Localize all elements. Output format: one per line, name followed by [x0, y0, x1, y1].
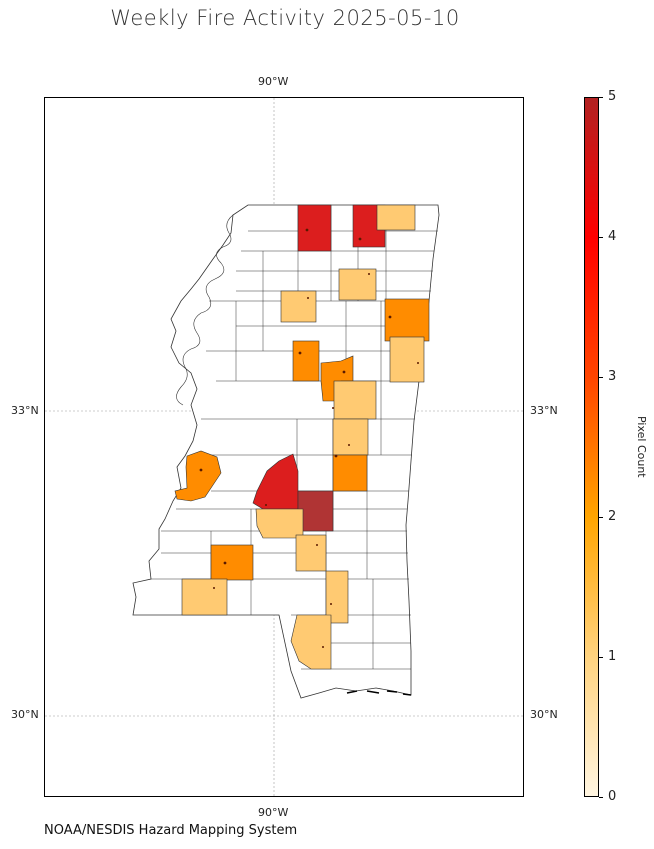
fire-point [298, 351, 302, 355]
fire-point [348, 444, 350, 446]
island [386, 690, 398, 693]
fire-point [307, 297, 309, 299]
county-count-2 [292, 340, 320, 382]
colorbar-label-4: 4 [608, 229, 617, 244]
lat-label-33-left: 33°N [11, 404, 39, 417]
fire-point [223, 561, 227, 565]
colorbar-tick [599, 517, 603, 518]
county-count-1 [376, 204, 416, 231]
colorbar-label-1: 1 [608, 649, 617, 664]
fire-point [199, 468, 203, 472]
fire-point [316, 544, 318, 546]
county-count-4 [252, 453, 299, 510]
state-outline [132, 204, 440, 699]
island [366, 690, 380, 694]
island [402, 693, 412, 696]
county-count-4 [297, 204, 332, 252]
colorbar-label-0: 0 [608, 789, 617, 804]
lat-label-30-right: 30°N [530, 708, 558, 721]
fire-point [342, 370, 346, 374]
lat-label-30-left: 30°N [11, 708, 39, 721]
colorbar [584, 97, 599, 797]
fire-point [368, 273, 370, 275]
county-count-1 [280, 290, 317, 323]
county-count-1 [290, 614, 332, 670]
fire-point [332, 407, 334, 409]
county-count-1 [338, 268, 377, 301]
county-count-1 [389, 336, 425, 383]
colorbar-tick [599, 237, 603, 238]
colorbar-tick [599, 797, 603, 798]
fire-point [358, 237, 362, 241]
source-credit: NOAA/NESDIS Hazard Mapping System [44, 823, 298, 838]
county-count-2 [174, 450, 222, 502]
county-count-1 [332, 418, 369, 456]
lon-label-bottom: 90°W [258, 806, 289, 819]
colorbar-label-2: 2 [608, 509, 617, 524]
island [346, 690, 358, 694]
county-count-1 [181, 578, 228, 616]
colorbar-title: Pixel Count [635, 416, 648, 478]
lon-label-top: 90°W [258, 75, 289, 88]
fire-counties [174, 204, 430, 670]
fire-point [417, 362, 419, 364]
colorbar-tick [599, 657, 603, 658]
river-boundary [176, 214, 234, 406]
colorbar-label-5: 5 [608, 89, 617, 104]
map-canvas [44, 97, 524, 797]
colorbar-tick [599, 377, 603, 378]
county-count-1 [325, 570, 349, 624]
colorbar-label-3: 3 [608, 369, 617, 384]
colorbar-tick [599, 97, 603, 98]
fire-point [213, 587, 215, 589]
fire-point [388, 315, 392, 319]
fire-point [334, 454, 338, 458]
lat-label-33-right: 33°N [530, 404, 558, 417]
mississippi-county-map [45, 98, 523, 796]
fire-detections [199, 228, 419, 648]
county-count-1 [295, 534, 327, 572]
map-title: Weekly Fire Activity 2025-05-10 [110, 6, 460, 30]
fire-point [330, 603, 332, 605]
county-count-1 [255, 508, 304, 539]
barrier-islands [346, 690, 412, 696]
county-count-1 [333, 380, 377, 420]
county-count-2 [384, 298, 430, 342]
fire-point [265, 504, 267, 506]
county-count-2 [332, 454, 368, 492]
county-count-2 [210, 544, 254, 581]
fire-point [322, 646, 324, 648]
fire-point [305, 228, 309, 232]
